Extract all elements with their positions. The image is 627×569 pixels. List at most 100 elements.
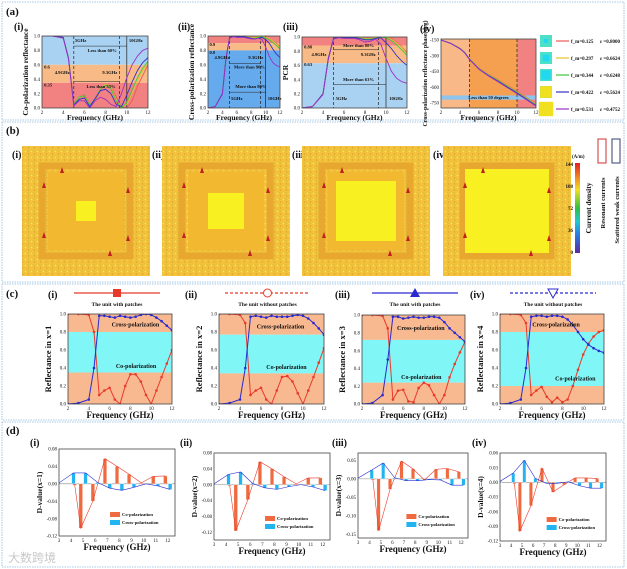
subpanel-label: (iii) [335,290,350,301]
resonant-current-arrow-icon [60,167,64,173]
x-tick-label: 2 [361,407,364,412]
x-tick-label: 12 [459,541,465,546]
data-point [529,393,533,397]
subpanel-label: (ii) [180,438,192,449]
y-axis-label: Reflectance in x=4 [475,325,485,392]
legend-swatch [110,520,121,525]
co-polarization-bar [90,483,95,502]
x-tick-label: 8 [273,543,276,548]
data-point [243,366,247,370]
y-tick-label: 0.6 [211,349,218,354]
x-axis-label: Frequency (GHz) [379,544,446,554]
y-axis-label: PCR [281,64,290,80]
patch-region [465,169,549,253]
colorbar-unit: (A/m) [572,155,585,160]
x-tick-label: 6 [343,111,346,116]
y-tick-label: 0.4 [211,367,218,372]
legend-fm: f_m=0.344 [571,74,594,79]
data-point [386,358,390,361]
cross-polarization-bar [450,478,454,486]
cross-polarization-bar [71,472,76,484]
x-axis-label: Frequency (GHz) [519,547,586,557]
plot-area [219,314,324,404]
annotation: Co-polarization [266,365,307,371]
cross-polarization-bar [522,460,527,483]
cross-polarization-bar [226,474,231,485]
legend-label: Co-polarization [418,514,449,519]
band [500,332,604,386]
data-point [576,330,580,334]
data-point [317,361,321,364]
legend-item-fm: f_m=0.125 ε =0.8000 [540,35,620,47]
data-point [280,375,284,379]
chart-a1: 5GHz 10GHz Less than 60% 0.6 4.9GHz 9.3GHz Les… [14,22,151,122]
x-tick-label: 8 [281,407,284,412]
y-tick-label: 0.2 [492,385,499,390]
data-point [396,389,400,392]
data-point [448,327,451,330]
x-tick-label: 8 [497,111,500,116]
co-polarization-bar [512,482,517,484]
cross-polarization-bar [588,482,593,489]
data-point [155,389,158,392]
band [302,37,407,46]
co-polarization-bar [595,478,599,483]
legend-label: The unit without patches [524,302,583,308]
cross-polarization-bar [83,472,88,484]
x-tick-label: 4 [381,407,384,412]
co-trend-line [514,467,598,533]
co-polarization-bar [78,483,83,529]
annotation: Co-polarization [116,364,157,370]
series-line-5 [441,39,536,107]
x-tick-label: 9 [130,539,133,544]
triangle-marker-icon [410,288,420,297]
cross-polarization-bar [599,482,604,489]
annotation: Co-polarization [401,375,442,381]
y-tick-label: 0.2 [354,385,361,390]
charts-layer: 5GHz 10GHz Less than 60% 0.6 4.9GHz 9.3GHz Les… [12,20,621,557]
x-tick-label: 12 [405,111,411,116]
annotation: 10GHz [389,96,403,101]
x-tick-label: 11 [447,541,452,546]
data-point [103,389,106,392]
band [302,63,407,108]
colorbar-tick: 144 [566,163,574,168]
y-axis-label: Reflectance in x=1 [43,326,53,393]
data-point [561,315,564,319]
annotation: 10GHz [268,96,282,101]
x-tick-label: 8 [129,407,132,412]
co-polarization-bar [456,471,461,480]
annotation: 0.8 [209,50,215,55]
resonant-current-arrow-icon [547,187,551,193]
x-tick-label: 6 [236,111,239,116]
legend-swatch [406,514,417,519]
y-tick-label: 0.6 [294,64,301,69]
data-point [165,362,169,365]
cross-trend-line [59,472,171,491]
chart-d3: Co-polarization Cross-polarization 3 4 5 6 7 8 9… [332,438,469,554]
data-point [458,351,462,354]
data-point [597,330,601,334]
x-tick-label: 8 [250,111,253,116]
x-tick-label: 4 [62,111,65,116]
x-tick-label: 11 [308,543,313,548]
resonant-current-arrow-icon [108,250,112,256]
data-point [550,400,554,404]
data-point [118,314,122,318]
patch-icon [540,86,552,98]
y-tick-label: -750 [430,101,440,106]
x-tick-label: 9 [426,541,429,546]
colorbar-tick: 72 [568,207,574,212]
current-map-1: (i) [12,146,150,276]
band [208,36,280,44]
data-point [144,393,148,397]
cross-polarization-bar [500,481,502,483]
plot-frame [361,314,466,405]
x-tick-label: 10 [301,407,307,412]
resonant-current-arrow-icon [388,250,392,256]
x-tick-label: 4 [510,544,513,549]
chart-c2: Cross-polarization Co-polarization 2 4 6 8 10 1… [194,313,327,420]
x-tick-label: 4 [459,111,462,116]
co-polarization-bar [551,482,555,493]
band [362,315,465,340]
